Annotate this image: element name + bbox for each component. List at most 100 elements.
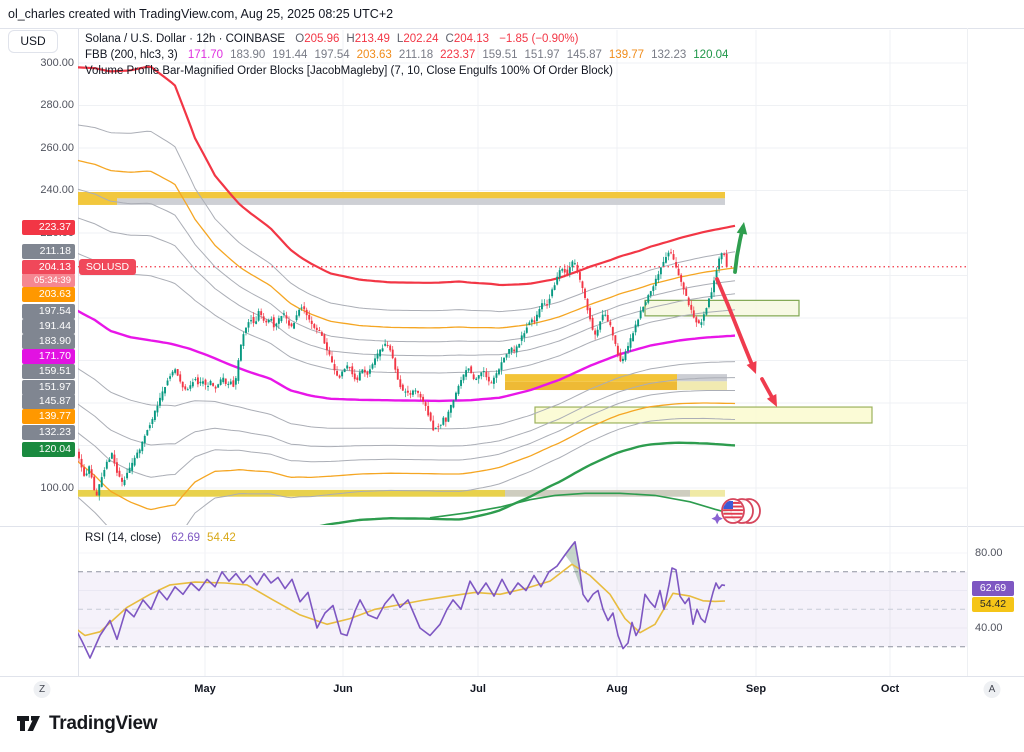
timezone-button[interactable]: Z — [33, 681, 51, 698]
red-down-2-arrow — [760, 377, 775, 401]
candle-body — [386, 344, 389, 346]
candle-body — [222, 377, 225, 383]
candle-body — [88, 466, 91, 474]
auto-scale-button[interactable]: A — [983, 681, 1001, 698]
price-label-chip: 211.18 — [22, 243, 75, 259]
candle-body — [465, 370, 468, 377]
candle-body — [690, 304, 693, 310]
candle-body — [237, 360, 240, 381]
candle-body — [606, 315, 609, 322]
candle-body — [161, 391, 164, 401]
volume-profile-legend-row[interactable]: Volume Profile Bar-Magnified Order Block… — [85, 63, 728, 79]
candle-body — [159, 397, 161, 406]
candle-body — [503, 357, 505, 363]
candle-body — [247, 322, 250, 328]
rsi-tick-label: 40.00 — [975, 622, 1003, 634]
tradingview-logo-icon — [17, 716, 40, 731]
us-flag-icon — [723, 501, 743, 519]
time-axis-label-jul[interactable]: Jul — [470, 683, 486, 695]
candle-body — [675, 262, 678, 268]
candle-body — [543, 303, 546, 305]
symbol-price-chip: SOLUSD — [79, 258, 136, 275]
candle-body — [181, 381, 184, 388]
candle-body — [174, 369, 177, 373]
candle-body — [427, 406, 430, 416]
candle-body — [591, 317, 594, 330]
candle-body — [589, 308, 592, 320]
symbol-legend-row[interactable]: Solana / U.S. Dollar · 12h · COINBASE O2… — [85, 31, 728, 47]
time-axis-label-sep[interactable]: Sep — [745, 683, 767, 695]
candle-body — [85, 473, 88, 476]
candle-body — [492, 377, 495, 384]
candle-body — [500, 362, 503, 370]
candle-body — [151, 419, 154, 425]
time-axis-label-jun[interactable]: Jun — [333, 683, 353, 695]
candle-body — [242, 334, 245, 346]
candle-body — [715, 270, 718, 282]
candle-body — [328, 350, 331, 355]
candle-body — [293, 322, 295, 329]
rsi-value: 54.42 — [207, 532, 236, 544]
candle-body — [100, 477, 103, 487]
candle-body — [191, 382, 194, 387]
candle-body — [93, 476, 96, 491]
rsi-ma-line — [78, 563, 726, 637]
rsi-line — [78, 541, 726, 659]
rsi-legend-row[interactable]: RSI (14, close) 62.69 54.42 — [85, 532, 236, 544]
candle-body — [239, 344, 242, 361]
candle-body — [477, 375, 480, 379]
candle-body — [487, 376, 490, 382]
attribution-text: ol_charles created with TradingView.com,… — [8, 7, 394, 21]
candle-body — [381, 348, 384, 352]
candle-body — [78, 451, 80, 459]
candle-body — [553, 285, 556, 290]
candle-body — [584, 288, 586, 298]
candle-body — [298, 309, 301, 316]
candle-body — [303, 306, 306, 310]
fbb-value: 145.87 — [566, 49, 602, 61]
time-axis[interactable]: May Jun Jul Aug Sep Oct Z A — [0, 676, 1024, 703]
fbb-value: 151.97 — [524, 49, 560, 61]
candle-body — [209, 380, 212, 386]
candle-body — [131, 462, 134, 471]
rsi-tick-label: 80.00 — [975, 547, 1003, 559]
candle-body — [452, 400, 455, 408]
candle-body — [546, 304, 548, 306]
fbb-value: 191.44 — [272, 49, 308, 61]
order-block-box — [690, 489, 725, 497]
flag-canton — [723, 501, 733, 509]
candle-body — [672, 254, 675, 260]
candle-body — [708, 298, 710, 308]
time-axis-label-may[interactable]: May — [194, 683, 216, 695]
candle-body — [336, 370, 339, 376]
candle-body — [186, 389, 189, 391]
candle-body — [629, 338, 632, 348]
red-down-2-arrowhead — [766, 394, 777, 407]
candle-body — [508, 349, 511, 354]
candle-body — [214, 386, 217, 389]
fbb-band-upper-0.5 — [78, 188, 736, 343]
candle-body — [533, 320, 536, 323]
candle-body — [541, 303, 543, 310]
candle-body — [505, 354, 508, 358]
candle-body — [295, 315, 298, 321]
fbb-legend-row[interactable]: FBB (200, hlc3, 3) 171.70 183.90 191.44 197… — [85, 47, 728, 63]
candle-body — [143, 435, 146, 444]
candle-body — [520, 335, 523, 341]
candle-body — [245, 327, 247, 333]
candle-body — [333, 364, 336, 371]
candle-body — [657, 274, 660, 281]
order-block-box — [78, 489, 505, 497]
fbb-value: 159.51 — [482, 49, 518, 61]
symbol-title: Solana / U.S. Dollar · 12h · COINBASE — [85, 33, 286, 45]
candle-body — [455, 392, 457, 400]
candle-body — [662, 261, 665, 267]
time-axis-label-oct[interactable]: Oct — [880, 683, 900, 695]
time-axis-label-aug[interactable]: Aug — [606, 683, 628, 695]
ohlc-value: 204.13 — [453, 33, 489, 45]
tradingview-logo-text: TradingView — [49, 713, 158, 734]
tradingview-logo[interactable]: TradingView — [16, 713, 158, 735]
currency-toggle-usd[interactable]: USD — [8, 30, 58, 53]
candle-body — [556, 276, 559, 285]
